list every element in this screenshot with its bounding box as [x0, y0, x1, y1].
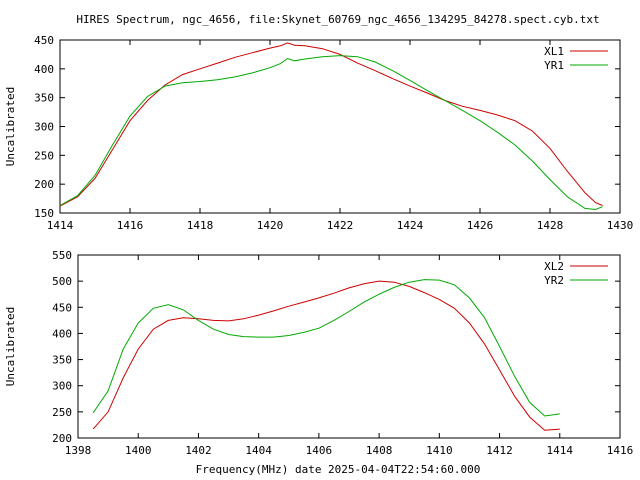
- x-tick-label: 1408: [366, 444, 393, 457]
- top-chart-panel: 1414 1416 1418 1420 1422 1424 1426 1428 1430 150 2…: [4, 34, 633, 232]
- legend-label: YR1: [544, 59, 564, 72]
- y-tick-label: 200: [52, 432, 72, 445]
- x-axis-label: Frequency(MHz) date 2025-04-04T22:54:60.…: [196, 463, 481, 476]
- x-tick-label: 1420: [257, 219, 284, 232]
- y-tick-label: 250: [34, 149, 54, 162]
- series-line-xl1: [59, 42, 603, 207]
- y-tick-label: 400: [34, 63, 54, 76]
- y-axis-label: Uncalibrated: [4, 87, 17, 166]
- y-tick-label: 300: [34, 121, 54, 134]
- legend-label: YR2: [544, 274, 564, 287]
- y-tick-label: 200: [34, 178, 54, 191]
- x-tick-label: 1426: [467, 219, 494, 232]
- y-tick-label: 450: [34, 34, 54, 47]
- x-tick-label: 1402: [185, 444, 212, 457]
- bottom-chart-panel: 1398 1400 1402 1404 1406 1408 1410 1412 1414 1416…: [4, 249, 633, 457]
- x-tick-label: 1414: [47, 219, 74, 232]
- series-line-xl2: [92, 280, 560, 431]
- y-tick-label: 350: [52, 354, 72, 367]
- x-tick-label: 1424: [397, 219, 424, 232]
- y-tick-label: 150: [34, 207, 54, 220]
- y-tick-label: 350: [34, 92, 54, 105]
- x-tick-label: 1430: [607, 219, 634, 232]
- x-tick-label: 1398: [65, 444, 92, 457]
- x-tick-label: 1428: [537, 219, 564, 232]
- legend-label: XL1: [544, 45, 564, 58]
- x-tick-label: 1422: [327, 219, 354, 232]
- series-line-yr1: [59, 55, 603, 211]
- chart-title: HIRES Spectrum, ngc_4656, file:Skynet_60…: [76, 13, 599, 26]
- x-tick-label: 1404: [245, 444, 272, 457]
- x-tick-label: 1414: [547, 444, 574, 457]
- y-tick-label: 300: [52, 380, 72, 393]
- y-tick-label: 500: [52, 275, 72, 288]
- x-tick-label: 1416: [607, 444, 634, 457]
- x-tick-label: 1416: [117, 219, 144, 232]
- series-line-yr2: [92, 279, 560, 417]
- y-tick-label: 550: [52, 249, 72, 262]
- x-tick-label: 1418: [187, 219, 214, 232]
- plot-frame: [59, 39, 621, 214]
- x-tick-label: 1410: [426, 444, 453, 457]
- x-tick-label: 1412: [486, 444, 513, 457]
- legend-label: XL2: [544, 260, 564, 273]
- y-axis-label: Uncalibrated: [4, 307, 17, 386]
- y-tick-label: 400: [52, 327, 72, 340]
- y-tick-label: 250: [52, 406, 72, 419]
- plot-frame: [77, 254, 621, 439]
- x-tick-label: 1406: [306, 444, 333, 457]
- y-tick-label: 450: [52, 301, 72, 314]
- x-tick-label: 1400: [125, 444, 152, 457]
